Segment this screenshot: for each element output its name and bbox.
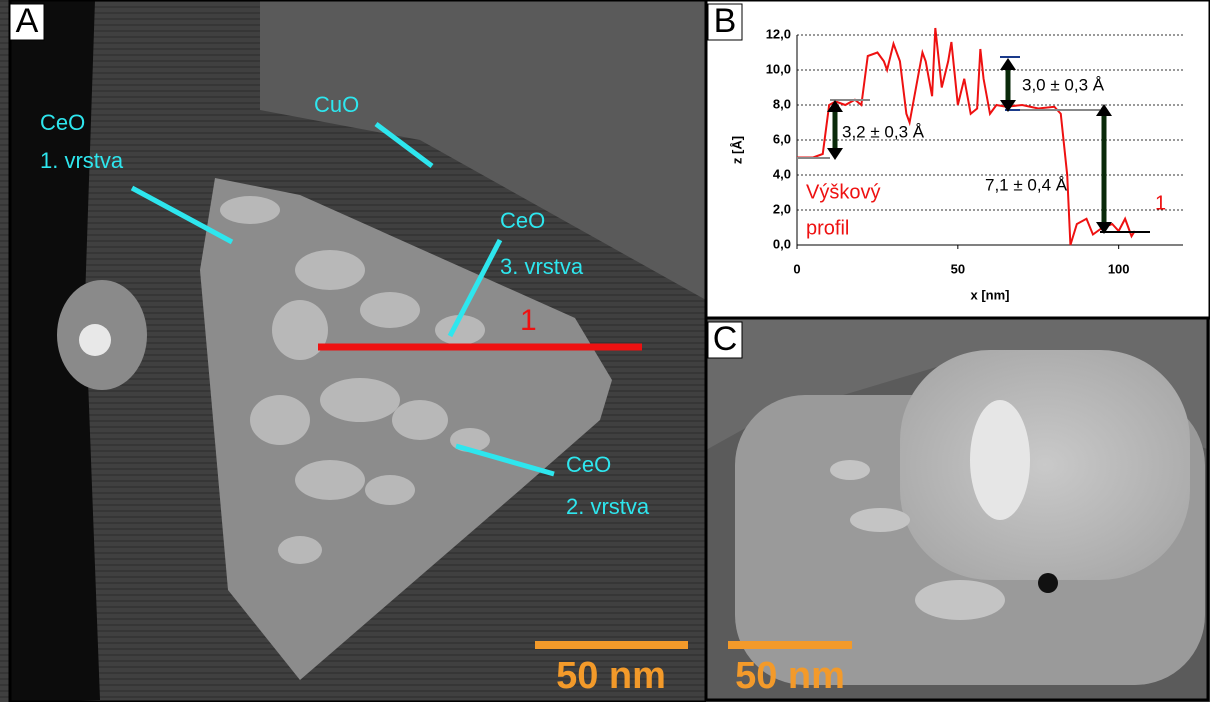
panel-label: C xyxy=(713,320,738,358)
annotation: CeO xyxy=(40,110,85,135)
x-tick-label: 50 xyxy=(951,261,965,276)
island xyxy=(900,350,1190,580)
panel-a: A CeO 1. vrstva CuO CeO 3. vrstva 1 CeO … xyxy=(0,0,706,702)
profile-label: 1 xyxy=(520,304,537,337)
panel-c: C 50 nm xyxy=(706,318,1210,702)
annotation: CeO xyxy=(566,452,611,477)
annotation: 3,2 ± 0,3 Å xyxy=(842,122,925,141)
y-tick-label: 10,0 xyxy=(766,61,791,76)
panel-label: B xyxy=(714,2,737,40)
x-axis-label: x [nm] xyxy=(971,287,1010,302)
panel-b: B x [nm] z [Å] 0,0 2,0 4,0 6,0 8,0 10,0 12,0 0 5… xyxy=(706,0,1210,318)
y-axis-label: z [Å] xyxy=(729,136,744,164)
figure: A CeO 1. vrstva CuO CeO 3. vrstva 1 CeO … xyxy=(0,0,1210,702)
scale-label: 50 nm xyxy=(556,655,666,697)
annotation: CuO xyxy=(314,92,359,117)
annotation: profil xyxy=(806,217,849,239)
annotation: 7,1 ± 0,4 Å xyxy=(985,175,1068,194)
panel-label: A xyxy=(16,2,39,40)
annotation: 3. vrstva xyxy=(500,254,584,279)
x-tick-label: 100 xyxy=(1108,261,1130,276)
annotation: 1. vrstva xyxy=(40,148,124,173)
annotation: 2. vrstva xyxy=(566,494,650,519)
y-tick-label: 4,0 xyxy=(773,166,791,181)
scale-label: 50 nm xyxy=(735,655,845,697)
y-tick-label: 8,0 xyxy=(773,96,791,111)
annotation: 3,0 ± 0,3 Å xyxy=(1022,75,1105,94)
annotation: CeO xyxy=(500,208,545,233)
x-tick-label: 0 xyxy=(793,261,800,276)
island xyxy=(79,324,111,356)
annotation: Výškový xyxy=(806,181,880,203)
y-tick-label: 12,0 xyxy=(766,26,791,41)
y-tick-label: 2,0 xyxy=(773,201,791,216)
y-tick-label: 6,0 xyxy=(773,131,791,146)
series-label: 1 xyxy=(1155,192,1166,214)
y-tick-label: 0,0 xyxy=(773,236,791,251)
